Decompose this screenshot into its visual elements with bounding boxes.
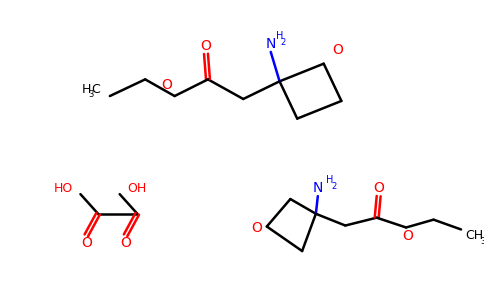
Text: N: N bbox=[313, 181, 323, 195]
Text: 2: 2 bbox=[331, 182, 336, 191]
Text: H: H bbox=[326, 176, 333, 185]
Text: 3: 3 bbox=[481, 237, 484, 246]
Text: O: O bbox=[200, 39, 212, 53]
Text: O: O bbox=[373, 181, 384, 195]
Text: OH: OH bbox=[127, 182, 147, 195]
Text: N: N bbox=[266, 37, 276, 51]
Text: O: O bbox=[161, 78, 172, 92]
Text: H: H bbox=[276, 31, 283, 41]
Text: HO: HO bbox=[53, 182, 73, 195]
Text: 3: 3 bbox=[89, 90, 94, 99]
Text: O: O bbox=[332, 43, 343, 57]
Text: O: O bbox=[81, 236, 92, 250]
Text: O: O bbox=[403, 229, 413, 243]
Text: H: H bbox=[82, 83, 91, 96]
Text: CH: CH bbox=[465, 229, 483, 242]
Text: C: C bbox=[91, 83, 100, 96]
Text: 2: 2 bbox=[281, 38, 286, 46]
Text: O: O bbox=[120, 236, 131, 250]
Text: O: O bbox=[252, 221, 262, 236]
